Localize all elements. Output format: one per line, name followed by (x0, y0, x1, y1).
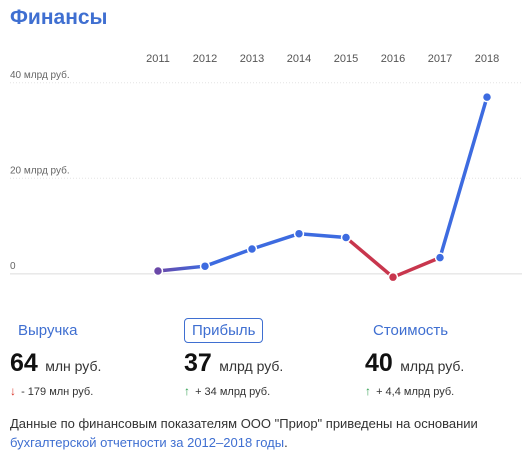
metric-value-cost: Стоимость 40 млрд руб. ↑ + 4,4 млрд руб. (365, 318, 464, 398)
report-link[interactable]: бухгалтерской отчетности за 2012–2018 го… (10, 435, 285, 450)
note-end: . (284, 435, 288, 450)
cost-value: 40 (365, 349, 393, 377)
x-tick-label: 2011 (146, 53, 170, 65)
x-tick-label: 2015 (334, 53, 358, 65)
x-tick-label: 2013 (240, 53, 264, 65)
y-tick-label: 20 млрд руб. (10, 164, 70, 176)
x-tick-label: 2016 (381, 53, 405, 65)
data-point[interactable] (340, 232, 352, 243)
series-line-segment (344, 235, 395, 279)
arrow-up-icon: ↑ (365, 384, 371, 398)
profit-change: + 34 млрд руб. (195, 386, 271, 398)
series-line-segment (297, 231, 348, 240)
cost-change: + 4,4 млрд руб. (376, 386, 455, 398)
revenue-unit: млн руб. (45, 358, 102, 374)
profit-line-chart: 2011 2012 2013 2014 2015 2016 2017 2018 40 млрд… (10, 53, 522, 283)
metrics-panel: Выручка 64 млн руб. ↓ - 179 млн руб. При… (0, 318, 532, 408)
data-point[interactable] (293, 228, 305, 239)
tab-revenue[interactable]: Выручка (18, 322, 78, 339)
tab-profit[interactable]: Прибыль (184, 318, 264, 343)
cost-unit: млрд руб. (400, 358, 465, 374)
series-line-segment (391, 255, 442, 279)
series-line-segment (156, 264, 207, 273)
metric-revenue: Выручка 64 млн руб. ↓ - 179 млн руб. (10, 318, 101, 398)
data-point[interactable] (199, 260, 211, 272)
data-point[interactable] (152, 265, 164, 277)
revenue-value: 64 (10, 349, 38, 377)
data-point[interactable] (481, 91, 493, 103)
metric-profit: Прибыль 37 млрд руб. ↑ + 34 млрд руб. (184, 318, 283, 398)
profit-value: 37 (184, 349, 212, 377)
x-tick-label: 2017 (428, 53, 452, 65)
x-tick-label: 2014 (287, 53, 311, 65)
y-tick-label: 40 млрд руб. (10, 69, 70, 81)
arrow-up-icon: ↑ (184, 384, 190, 398)
tab-value-cost[interactable]: Стоимость (373, 322, 449, 339)
data-point[interactable] (387, 271, 399, 283)
data-point[interactable] (246, 243, 258, 255)
section-title: Финансы (10, 6, 108, 29)
x-tick-label: 2012 (193, 53, 217, 65)
arrow-down-icon: ↓ (10, 384, 16, 398)
revenue-change: - 179 млн руб. (21, 386, 94, 398)
series-line-segment (438, 95, 489, 260)
data-point[interactable] (434, 252, 446, 263)
note-text: Данные по финансовым показателям ООО "Пр… (10, 416, 478, 431)
x-tick-label: 2018 (475, 53, 499, 65)
series-line-segment (250, 231, 301, 251)
profit-unit: млрд руб. (219, 358, 284, 374)
source-note: Данные по финансовым показателям ООО "Пр… (10, 414, 525, 452)
y-tick-label: 0 (10, 261, 16, 272)
series-line-segment (203, 247, 254, 268)
